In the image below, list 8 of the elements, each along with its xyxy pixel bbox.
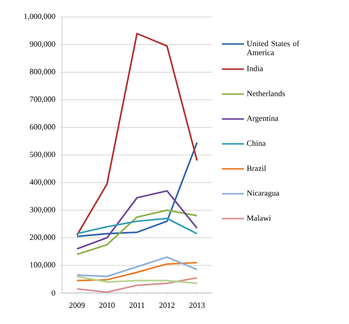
line-series bbox=[76, 190, 198, 250]
line-series bbox=[76, 142, 198, 238]
line-series bbox=[76, 209, 198, 256]
line-series bbox=[76, 218, 198, 234]
line-series bbox=[76, 276, 198, 284]
line-series bbox=[76, 262, 198, 282]
line-series bbox=[76, 32, 198, 236]
line-series bbox=[76, 277, 198, 293]
